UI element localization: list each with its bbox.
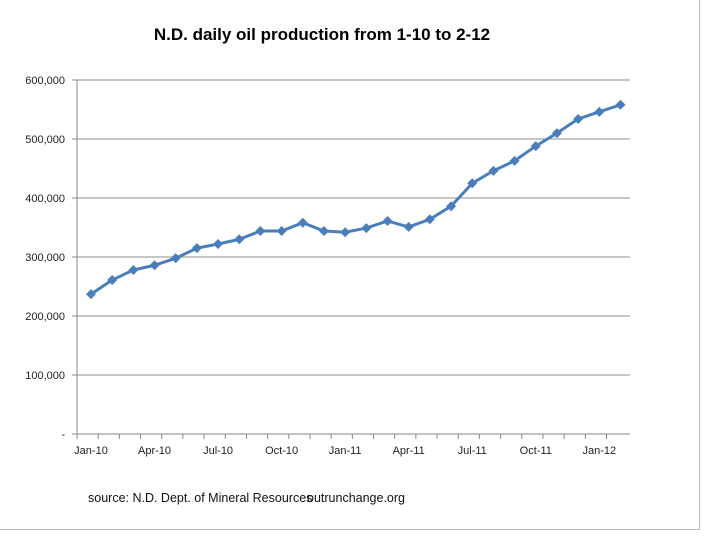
data-point-Jun-10 [191,243,202,254]
data-point-Feb-10 [107,275,118,286]
data-point-Feb-12 [615,99,626,110]
data-point-Oct-11 [530,141,541,152]
x-tick-label: Jan-11 [329,445,362,457]
y-tick-label: 500,000 [25,134,65,146]
x-tick-label: Oct-10 [265,445,298,457]
x-tick-label: Jan-12 [582,445,616,457]
data-point-Jul-11 [467,178,478,189]
data-point-Mar-10 [128,264,139,275]
data-point-Nov-10 [297,217,308,228]
data-point-May-10 [170,253,181,264]
series-line [90,103,621,296]
data-point-Aug-11 [488,165,499,176]
data-point-Dec-10 [318,226,329,237]
data-point-Sep-11 [509,155,520,166]
data-point-Aug-10 [234,234,245,245]
x-tick-label: Jan-10 [74,445,108,457]
chart-title: N.D. daily oil production from 1-10 to 2… [154,25,490,44]
data-point-Oct-10 [276,226,287,237]
data-point-Feb-11 [361,223,372,234]
source-note: source: N.D. Dept. of Mineral Resources [88,491,312,505]
y-tick-label: 100,000 [25,370,65,382]
data-point-Apr-10 [149,260,160,271]
y-tick-label: 400,000 [25,193,65,205]
website-note: outrunchange.org [307,491,405,505]
data-point-Nov-11 [551,128,562,139]
y-tick-label: - [61,429,65,441]
data-point-Apr-11 [403,221,414,232]
data-point-Jul-10 [213,239,224,250]
x-tick-label: Jul-10 [203,445,233,457]
x-tick-label: Jul-11 [458,445,487,457]
x-tick-label: Apr-11 [393,445,425,457]
data-point-Dec-11 [573,113,584,124]
data-point-Jan-10 [86,289,96,300]
data-point-Jan-11 [340,227,351,238]
y-tick-label: 600,000 [25,75,65,87]
data-point-Jun-11 [446,201,457,212]
data-point-Mar-11 [382,216,393,227]
y-tick-label: 200,000 [25,311,65,323]
x-tick-label: Apr-10 [138,445,171,457]
y-tick-label: 300,000 [25,252,65,264]
x-tick-label: Oct-11 [520,445,552,457]
data-point-May-11 [424,214,435,225]
data-point-Jan-12 [594,106,605,117]
data-point-Sep-10 [255,226,266,237]
chart-frame [0,0,700,530]
